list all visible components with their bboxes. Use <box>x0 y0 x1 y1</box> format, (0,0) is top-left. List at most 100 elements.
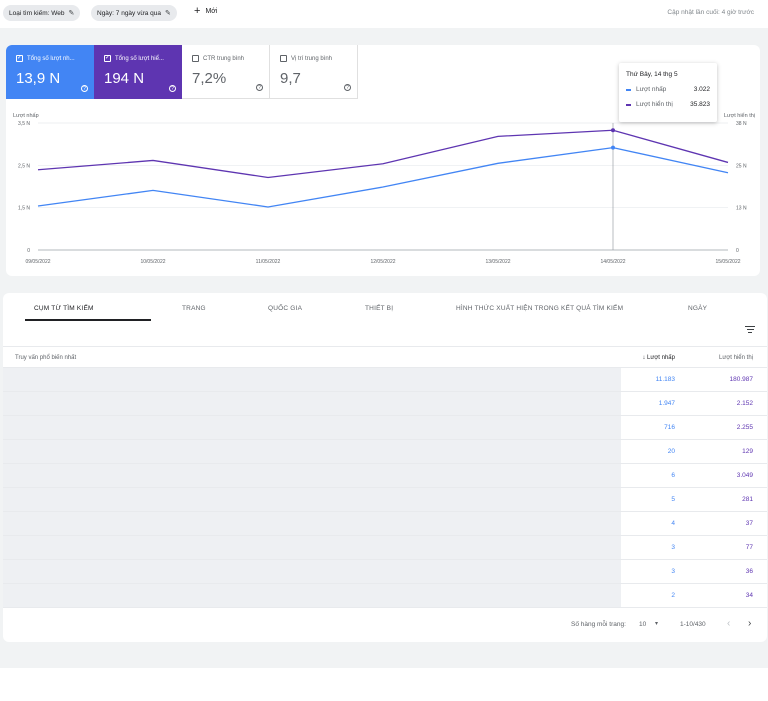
table-row[interactable]: 3 36 <box>3 560 767 584</box>
dimension-tabs: CỤM TỪ TÌM KIẾM TRANG QUỐC GIA THIẾT BỊ … <box>3 293 767 321</box>
legend-swatch <box>626 103 631 106</box>
chart-tick-labels: 0 0 1,5 N 13 N 2,5 N 25 N 3,5 N 38 N 09/05/2022 1… <box>18 121 747 265</box>
sort-down-arrow-icon: ↓ <box>642 355 648 361</box>
query-cell <box>3 392 621 415</box>
clicks-cell: 716 <box>664 424 675 431</box>
edit-icon: ✎ <box>164 10 171 17</box>
table-row[interactable]: 5 281 <box>3 488 767 512</box>
table-row[interactable]: 6 3.049 <box>3 464 767 488</box>
highlight-point <box>611 128 615 133</box>
performance-line-chart[interactable]: Lượt nhấp Lượt hiển thị 0 0 1,5 N 13 N 2,5 N… <box>0 0 768 280</box>
legend-swatch <box>626 88 631 91</box>
help-icon[interactable]: ? <box>169 85 176 92</box>
metric-total-impressions[interactable]: ✓ Tổng số lượt hiể... 194 N ? <box>94 45 182 99</box>
impressions-cell: 2.152 <box>736 400 753 407</box>
tooltip-row-name: Lượt nhấp <box>636 86 667 93</box>
chart-tooltip: Thứ Bảy, 14 thg 5 Lượt nhấp 3.022 Lượt h… <box>619 63 717 122</box>
tab-pages[interactable]: TRANG <box>182 305 206 312</box>
chart-series <box>37 123 729 250</box>
metric-label: Tổng số lượt nh... <box>27 55 75 62</box>
clicks-cell: 3 <box>671 544 675 551</box>
tab-dates[interactable]: NGÀY <box>688 305 708 312</box>
column-header-clicks[interactable]: ↓ Lượt nhấp <box>642 355 675 361</box>
query-cell <box>3 416 621 439</box>
column-header-query[interactable]: Truy vấn phổ biến nhất <box>15 355 77 361</box>
filter-icon[interactable] <box>745 326 755 334</box>
left-tick-label: 2,5 N <box>18 163 30 169</box>
checkbox-checked-icon: ✓ <box>104 55 111 62</box>
metric-label: CTR trung bình <box>203 55 245 62</box>
top-filter-bar: Loại tìm kiếm: Web ✎ Ngày: 7 ngày vừa qu… <box>0 0 768 28</box>
x-tick-label: 12/05/2022 <box>370 259 395 265</box>
right-axis-title: Lượt hiển thị <box>724 112 755 119</box>
clicks-cell: 1.947 <box>658 400 675 407</box>
metric-average-position[interactable]: Vị trí trung bình 9,7 ? <box>270 45 358 99</box>
impressions-cell: 77 <box>745 544 753 551</box>
clicks-cell: 5 <box>671 496 675 503</box>
x-tick-label: 11/05/2022 <box>256 259 281 265</box>
column-header-clicks-label: Lượt nhấp <box>647 355 675 361</box>
help-icon[interactable]: ? <box>344 84 351 91</box>
impressions-cell: 129 <box>742 448 753 455</box>
metric-value: 9,7 <box>280 70 301 87</box>
left-axis-title: Lượt nhấp <box>13 113 39 119</box>
metric-value: 13,9 N <box>16 70 61 87</box>
metric-total-clicks[interactable]: ✓ Tổng số lượt nh... 13,9 N ? <box>6 45 94 99</box>
query-cell <box>3 440 621 463</box>
help-icon[interactable]: ? <box>81 85 88 92</box>
x-tick-label: 15/05/2022 <box>715 259 740 265</box>
data-table-card: CỤM TỪ TÌM KIẾM TRANG QUỐC GIA THIẾT BỊ … <box>3 293 767 642</box>
tab-countries[interactable]: QUỐC GIA <box>268 305 303 312</box>
rows-per-page-label: Số hàng mỗi trang: <box>571 621 626 628</box>
help-icon[interactable]: ? <box>256 84 263 91</box>
table-row[interactable]: 716 2.255 <box>3 416 767 440</box>
previous-page-icon[interactable]: ‹ <box>727 618 731 629</box>
query-cell <box>3 488 621 511</box>
x-tick-label: 09/05/2022 <box>25 259 50 265</box>
series-line-impressions <box>37 129 729 179</box>
query-cell <box>3 464 621 487</box>
tab-queries[interactable]: CỤM TỪ TÌM KIẾM <box>34 305 94 312</box>
tab-devices[interactable]: THIẾT BỊ <box>365 305 394 312</box>
clicks-cell: 4 <box>671 520 675 527</box>
next-page-icon[interactable]: › <box>748 618 752 629</box>
table-pagination: Số hàng mỗi trang: 10 ▾ 1-10/430 ‹ › <box>3 617 767 635</box>
x-tick-label: 14/05/2022 <box>600 259 625 265</box>
query-cell <box>3 584 621 607</box>
metric-label: Vị trí trung bình <box>291 55 333 62</box>
column-header-impressions[interactable]: Lượt hiển thị <box>719 355 753 361</box>
table-row[interactable]: 20 129 <box>3 440 767 464</box>
right-tick-label: 13 N <box>736 206 747 212</box>
edit-icon: ✎ <box>68 10 75 17</box>
metric-average-ctr[interactable]: CTR trung bình 7,2% ? <box>182 45 270 99</box>
clicks-cell: 11.183 <box>655 376 675 383</box>
metric-value: 7,2% <box>192 70 227 87</box>
date-range-chip[interactable]: Ngày: 7 ngày vừa qua ✎ <box>91 5 177 21</box>
table-row[interactable]: 2 34 <box>3 584 767 608</box>
impressions-cell: 281 <box>742 496 753 503</box>
tooltip-row-clicks: Lượt nhấp 3.022 <box>626 86 710 93</box>
search-type-chip-label: Loại tìm kiếm: Web <box>9 9 65 17</box>
table-row[interactable]: 11.183 180.987 <box>3 368 767 392</box>
right-tick-label: 0 <box>736 248 739 254</box>
tooltip-row-value: 3.022 <box>693 86 710 93</box>
table-row[interactable]: 1.947 2.152 <box>3 392 767 416</box>
dropdown-arrow-icon[interactable]: ▾ <box>655 621 659 627</box>
table-header: Truy vấn phổ biến nhất ↓ Lượt nhấp Lượt … <box>3 346 767 368</box>
x-tick-label: 10/05/2022 <box>140 259 165 265</box>
table-row[interactable]: 3 77 <box>3 536 767 560</box>
impressions-cell: 37 <box>745 520 753 527</box>
table-row[interactable]: 4 37 <box>3 512 767 536</box>
impressions-cell: 36 <box>745 568 753 575</box>
checkbox-unchecked-icon <box>280 55 287 62</box>
plus-icon: + <box>194 5 201 17</box>
new-filter-button[interactable]: + Mới <box>194 6 217 17</box>
tooltip-title: Thứ Bảy, 14 thg 5 <box>626 71 678 78</box>
rows-per-page-select[interactable]: 10 <box>639 621 647 628</box>
metric-value: 194 N <box>104 70 145 87</box>
search-type-chip[interactable]: Loại tìm kiếm: Web ✎ <box>3 5 81 21</box>
last-updated-text: Cập nhật lần cuối: 4 giờ trước <box>667 9 754 16</box>
tab-search-appearance[interactable]: HÌNH THỨC XUẤT HIỆN TRONG KẾT QUẢ TÌM KI… <box>456 305 624 312</box>
query-cell <box>3 536 621 559</box>
impressions-cell: 3.049 <box>736 472 753 479</box>
